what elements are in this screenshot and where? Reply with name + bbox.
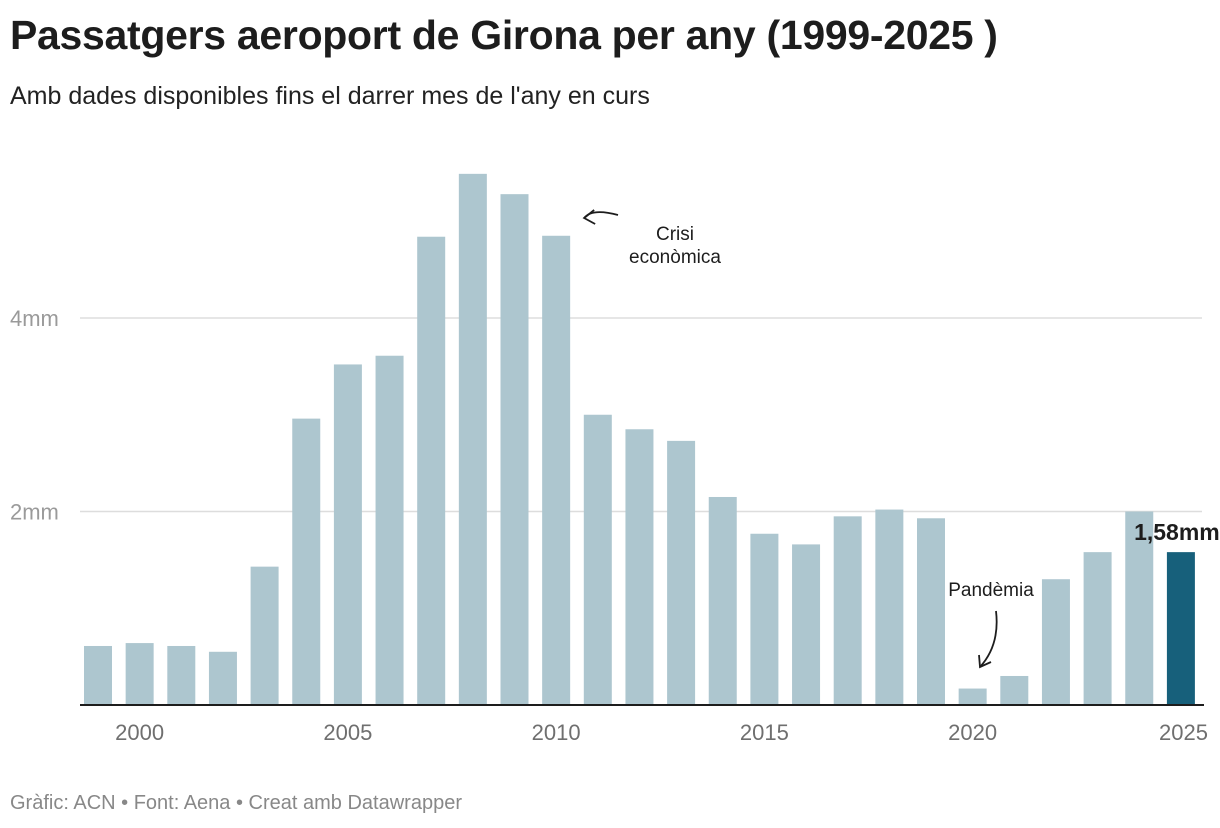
y-tick-label: 2mm [10,500,59,525]
chart-subtitle: Amb dades disponibles fins el darrer mes… [10,82,650,110]
bar-2001 [167,645,196,705]
bar-2008 [458,173,487,705]
x-axis: 2000 2005 2010 2015 2020 2025 [80,704,1208,745]
footer-credit: Gràfic: ACN • Font: Aena • Creat amb Dat… [10,792,462,814]
bar-2002 [208,651,237,705]
x-tick-label: 2025 [1159,720,1208,745]
bar-2018 [875,509,904,705]
bar-2021 [1000,675,1029,705]
chart-title: Passatgers aeroport de Girona per any (1… [10,12,998,58]
bar-2014 [708,496,737,705]
bar-2022 [1041,579,1070,705]
highlight-value-label: 1,58mm [1134,519,1220,545]
bar-2023 [1083,552,1112,705]
bar-2017 [833,516,862,705]
x-tick-label: 2000 [115,720,164,745]
x-tick-label: 2005 [323,720,372,745]
bar-2004 [292,418,321,705]
bar-2003 [250,566,279,705]
x-tick-label: 2020 [948,720,997,745]
bars: 1,58mm [84,173,1220,706]
bar-2007 [417,236,446,706]
x-tick-label: 2015 [740,720,789,745]
annotation-crisi-text: econòmica [629,247,721,268]
bar-1999 [84,645,112,705]
bar-2011 [583,414,612,705]
annotation-pandemia-arrow [979,610,998,668]
bar-2010 [542,235,571,705]
annotation-pandemia-text: Pandèmia [948,580,1034,601]
bar-2009 [500,194,529,705]
bar-2000 [125,643,154,705]
y-tick-label: 4mm [10,306,59,331]
bar-2025 [1166,552,1195,705]
x-tick-label: 2010 [532,720,581,745]
bar-2005 [333,364,362,705]
annotation-pandemia-arrowhead [978,654,992,669]
bar-2016 [792,544,821,705]
bar-2020 [958,688,987,705]
bar-2019 [917,518,945,705]
bar-2006 [375,355,404,705]
bar-2012 [625,429,654,705]
bar-2013 [667,440,696,705]
annotation-crisi-arrowhead [582,209,596,225]
annotation-crisi-text: Crisi [656,224,694,245]
bar-2024 [1125,511,1154,705]
bar-2015 [750,533,779,705]
